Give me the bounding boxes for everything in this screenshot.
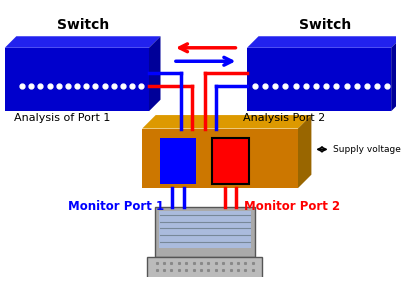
Bar (142, 128, 298, 188)
Polygon shape (247, 36, 403, 48)
Text: Monitor Port 1: Monitor Port 1 (68, 200, 164, 213)
Polygon shape (149, 36, 161, 111)
Text: Analysis Port 2: Analysis Port 2 (243, 113, 325, 123)
Text: Supply voltage: Supply voltage (332, 145, 400, 154)
Text: Switch: Switch (56, 18, 109, 33)
Bar (155, 207, 255, 257)
Text: Switch: Switch (299, 18, 351, 33)
Bar (147, 257, 262, 278)
Bar (159, 138, 196, 184)
Polygon shape (142, 115, 311, 128)
Text: Analysis of Port 1: Analysis of Port 1 (14, 113, 111, 123)
Polygon shape (5, 36, 161, 48)
Polygon shape (298, 115, 311, 188)
Polygon shape (391, 36, 403, 111)
Bar (247, 48, 391, 111)
Bar (149, 278, 260, 283)
Bar (159, 211, 251, 248)
Bar (5, 48, 149, 111)
Bar (213, 138, 249, 184)
Text: Monitor Port 2: Monitor Port 2 (244, 200, 340, 213)
